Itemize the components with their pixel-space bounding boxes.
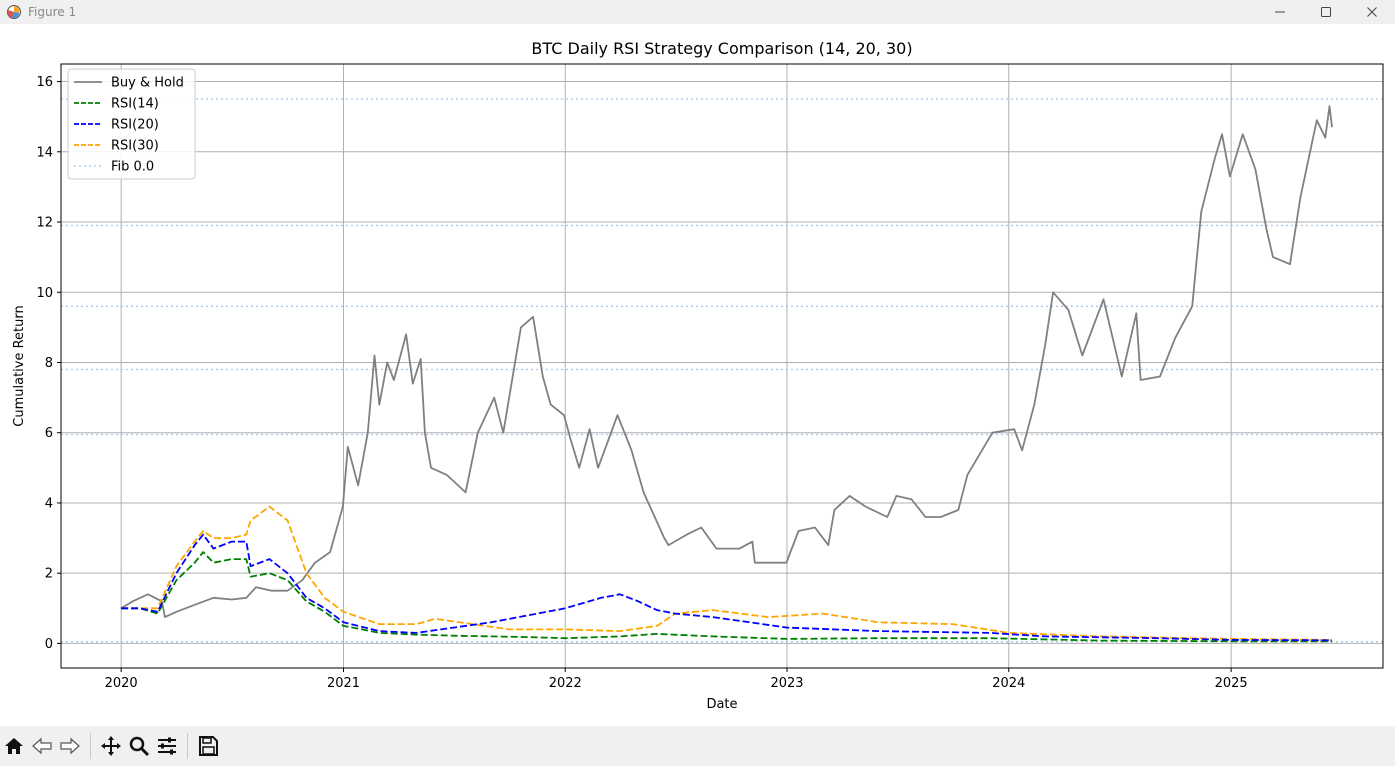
forward-button[interactable] bbox=[56, 732, 84, 760]
maximize-button[interactable] bbox=[1303, 0, 1349, 24]
tick-layer: 2020 2021 2022 2023 2024 2025 0 2 4 6 8 10 12 14 16 bbox=[36, 75, 1247, 691]
y-tick-label: 2 bbox=[45, 567, 53, 582]
legend-box bbox=[67, 68, 196, 180]
x-tick-label: 2025 bbox=[1215, 676, 1248, 691]
x-tick-label: 2021 bbox=[327, 676, 360, 691]
y-axis-label: Cumulative Return bbox=[12, 305, 27, 426]
series-line-rsi-30 bbox=[121, 505, 1333, 641]
configure-subplots-button[interactable] bbox=[153, 732, 181, 760]
home-icon bbox=[5, 738, 23, 754]
y-tick-label: 10 bbox=[36, 286, 53, 301]
x-tick-label: 2023 bbox=[770, 676, 803, 691]
forward-arrow-icon bbox=[60, 737, 80, 755]
close-icon bbox=[1367, 7, 1377, 17]
series-line-rsi-20 bbox=[121, 533, 1333, 642]
fib-lines bbox=[61, 98, 1383, 643]
figure-canvas: 2020 2021 2022 2023 2024 2025 0 2 4 6 8 10 12 14 16 BT… bbox=[0, 24, 1395, 726]
x-tick-label: 2024 bbox=[992, 676, 1025, 691]
legend: Buy & Hold RSI(14) RSI(20) RSI(30) Fib 0.0 bbox=[67, 68, 196, 180]
y-tick-label: 6 bbox=[45, 426, 53, 441]
zoom-magnifier-icon bbox=[129, 736, 150, 757]
window-title: Figure 1 bbox=[28, 5, 77, 19]
grid-layer bbox=[61, 64, 1383, 668]
x-tick-label: 2020 bbox=[105, 676, 138, 691]
minimize-icon bbox=[1275, 11, 1285, 13]
navigation-toolbar bbox=[0, 726, 1395, 766]
x-tick-label: 2022 bbox=[549, 676, 582, 691]
axes-frame bbox=[60, 63, 1384, 669]
x-axis-label: Date bbox=[706, 697, 737, 712]
y-tick-label: 4 bbox=[45, 496, 53, 511]
legend-label: Buy & Hold bbox=[111, 76, 184, 91]
y-tick-label: 8 bbox=[45, 356, 53, 371]
legend-label: Fib 0.0 bbox=[111, 160, 154, 175]
y-tick-label: 14 bbox=[36, 145, 53, 160]
matplotlib-figure-icon bbox=[6, 4, 22, 20]
zoom-button[interactable] bbox=[125, 732, 153, 760]
series-line-buy-hold bbox=[120, 105, 1333, 618]
save-button[interactable] bbox=[194, 732, 222, 760]
maximize-icon bbox=[1321, 7, 1331, 17]
legend-label: RSI(14) bbox=[111, 97, 159, 112]
legend-label: RSI(20) bbox=[111, 118, 159, 133]
y-tick-label: 0 bbox=[45, 637, 53, 652]
configure-subplots-icon bbox=[158, 737, 176, 755]
save-floppy-icon bbox=[199, 736, 218, 756]
y-tick-label: 12 bbox=[36, 216, 53, 231]
chart-title: BTC Daily RSI Strategy Comparison (14, 2… bbox=[531, 39, 912, 58]
back-arrow-icon bbox=[32, 737, 52, 755]
toolbar-separator bbox=[90, 733, 91, 759]
series-layer bbox=[120, 105, 1333, 643]
home-button[interactable] bbox=[0, 732, 28, 760]
minimize-button[interactable] bbox=[1257, 0, 1303, 24]
chart: 2020 2021 2022 2023 2024 2025 0 2 4 6 8 10 12 14 16 BT… bbox=[12, 39, 1384, 712]
pan-button[interactable] bbox=[97, 732, 125, 760]
toolbar-separator bbox=[187, 733, 188, 759]
pan-move-icon bbox=[101, 736, 121, 756]
y-tick-label: 16 bbox=[36, 75, 53, 90]
close-button[interactable] bbox=[1349, 0, 1395, 24]
window-title-bar: Figure 1 bbox=[0, 0, 1395, 24]
back-button[interactable] bbox=[28, 732, 56, 760]
legend-label: RSI(30) bbox=[111, 139, 159, 154]
series-line-rsi-14 bbox=[121, 551, 1332, 643]
